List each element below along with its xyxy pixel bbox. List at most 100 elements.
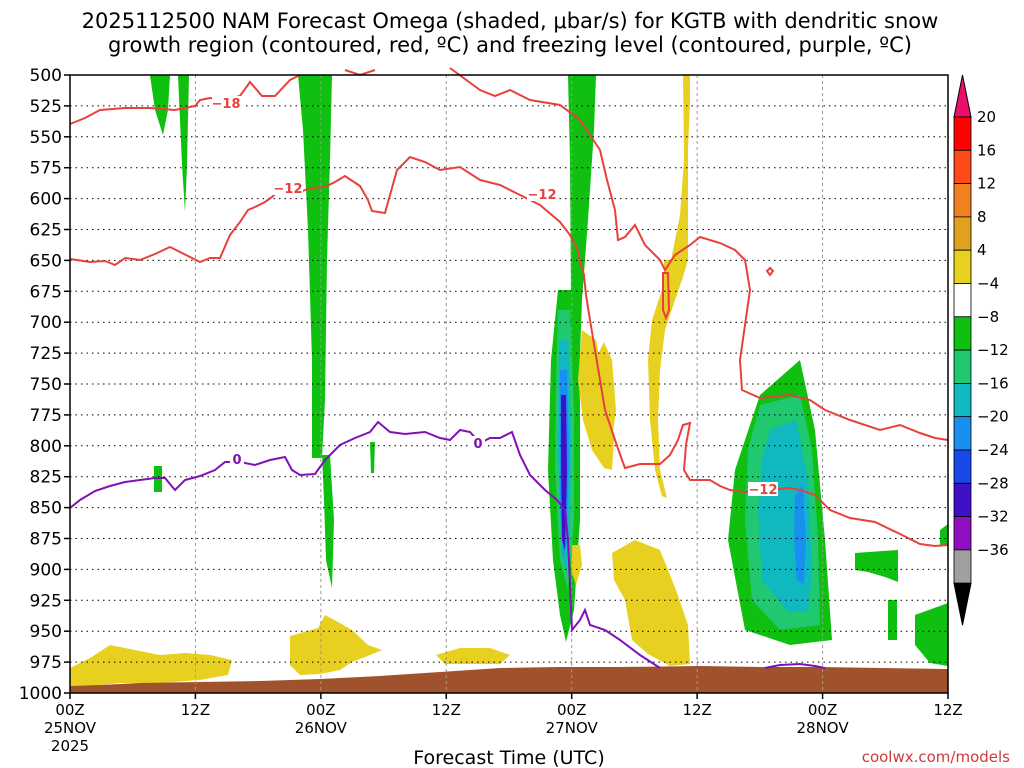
colorbar-swatch [953,516,972,551]
colorbar-label: −12 [977,341,1009,359]
omega-area-yellow [290,615,382,675]
x-tick-label: 00Z [306,701,335,719]
colorbar-swatch [953,416,972,451]
colorbar-label: −32 [977,508,1009,526]
colorbar-label: 12 [977,175,996,193]
omega-area-green [940,524,948,546]
colorbar-label: −4 [977,275,999,293]
omega-shading-strong [555,310,820,630]
x-tick-label: 25NOV [44,719,97,737]
credit-text: coolwx.com/models [862,748,1010,766]
colorbar-swatch [953,183,972,218]
colorbar-top-arrow [953,74,972,118]
y-tick-label: 750 [30,375,62,395]
dgz-contour-label: −12 [749,483,778,498]
y-axis-ticks: 500 525 550 575 600 625 650 675 700 725 750 775 800 8… [19,66,70,704]
y-tick-label: 925 [30,591,62,611]
colorbar-swatch [953,482,972,517]
label-bg [471,436,485,450]
x-tick-label: 12Z [682,701,711,719]
y-tick-label: 700 [30,313,62,333]
colorbar-label: 20 [977,108,996,126]
contour-labels: −18 −12 −12 −12 0 0 [212,96,778,498]
colorbar-swatch [953,449,972,484]
y-tick-label: 775 [30,406,62,426]
colorbar-label: −8 [977,308,999,326]
label-bg [212,96,242,110]
label-bg [748,482,778,496]
colorbar-label: 4 [977,241,987,259]
chart-title-line2: growth region (contoured, red, ºC) and f… [108,33,912,57]
y-tick-label: 600 [30,190,62,210]
colorbar-swatch [953,116,972,151]
label-bg [273,181,303,195]
y-tick-label: 875 [30,530,62,550]
y-tick-label: 650 [30,251,62,271]
colorbar-label: −16 [977,374,1009,392]
colorbar: 20 16 12 8 4 −4 −8 −12 −16 −20 −24 −28 −32 −36 [953,74,1009,626]
x-tick-label: 00Z [557,701,586,719]
chart-title-line1: 2025112500 NAM Forecast Omega (shaded, μ… [82,9,939,33]
dgz-contour-line [765,266,775,277]
freezing-contour-label: 0 [232,453,241,468]
dgz-contour-line [69,155,949,548]
omega-area-yellow [571,545,582,585]
x-tick-label: 12Z [933,701,962,719]
y-tick-label: 525 [30,97,62,117]
omega-area-green [915,603,948,666]
x-tick-label: 26NOV [295,719,348,737]
colorbar-label: 8 [977,208,987,226]
y-tick-label: 800 [30,437,62,457]
x-tick-label: 27NOV [546,719,599,737]
omega-area-green [150,75,170,135]
dgz-contour-label: −12 [274,182,303,197]
x-axis-label: Forecast Time (UTC) [413,747,604,768]
x-tick-label: 00Z [55,701,84,719]
colorbar-swatch [953,382,972,418]
omega-area-yellow [436,648,510,664]
dgz-contour-line [69,74,301,125]
omega-area-green [888,600,897,640]
y-tick-label: 550 [30,128,62,148]
omega-area-green [370,442,375,473]
colorbar-swatch [953,349,972,384]
x-tick-label: 12Z [181,701,210,719]
y-tick-label: 950 [30,622,62,642]
terrain-below-ground [70,666,948,693]
x-tick-label: 12Z [432,701,461,719]
y-tick-label: 725 [30,344,62,364]
x-tick-label: 28NOV [797,719,850,737]
x-tick-label: 00Z [808,701,837,719]
omega-area-blue [794,485,806,585]
omega-area-yellow [595,342,616,440]
y-tick-label: 675 [30,282,62,302]
colorbar-label: 16 [977,141,996,159]
freezing-contour-label: 0 [473,437,482,452]
y-tick-label: 975 [30,653,62,673]
freezing-level-line [764,662,826,669]
omega-area-yellow [70,645,232,686]
colorbar-label: −20 [977,408,1009,426]
label-bg [527,187,557,201]
y-tick-label: 1000 [19,684,62,704]
colorbar-swatch [953,316,972,351]
freezing-level-contours [69,420,826,669]
colorbar-label: −28 [977,474,1009,492]
y-tick-label: 575 [30,159,62,179]
dgz-contour-label: −18 [212,97,241,112]
y-tick-label: 825 [30,468,62,488]
omega-area-yellow [612,540,690,666]
dgz-contour-line [662,272,671,321]
omega-area-green [298,75,332,458]
omega-area-green [855,550,898,582]
omega-area-green [322,455,334,588]
y-tick-label: 500 [30,66,62,86]
colorbar-swatch [953,283,972,318]
colorbar-label: −36 [977,541,1009,559]
colorbar-swatch [953,249,972,284]
dgz-contour-line [449,67,949,441]
colorbar-swatch [953,149,972,185]
colorbar-label: −24 [977,441,1009,459]
